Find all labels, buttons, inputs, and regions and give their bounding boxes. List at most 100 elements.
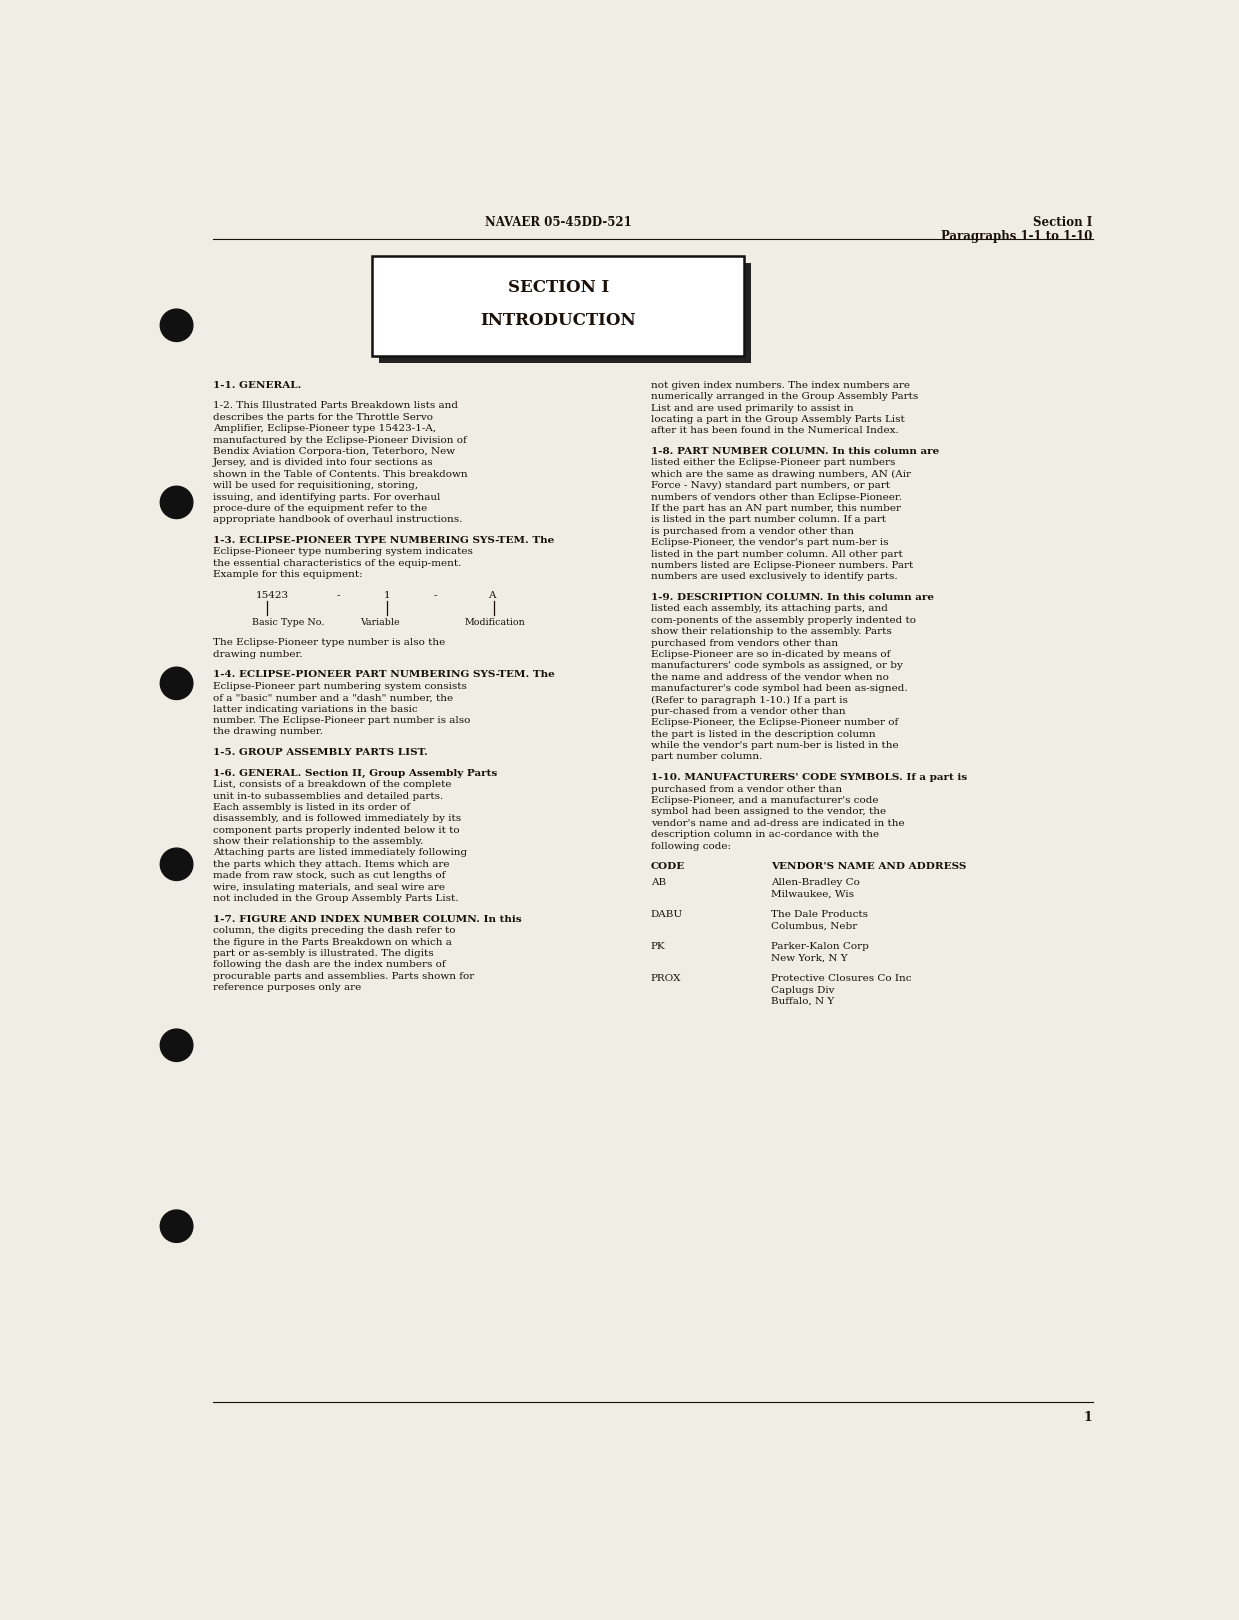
Text: unit in-to subassemblies and detailed parts.: unit in-to subassemblies and detailed pa… [213, 792, 444, 800]
Text: Bendix Aviation Corpora-tion, Teterboro, New: Bendix Aviation Corpora-tion, Teterboro,… [213, 447, 455, 455]
Text: show their relationship to the assembly. Parts: show their relationship to the assembly.… [650, 627, 892, 637]
Text: 1-9. DESCRIPTION COLUMN. In this column are: 1-9. DESCRIPTION COLUMN. In this column … [650, 593, 934, 603]
Text: Parker-Kalon Corp: Parker-Kalon Corp [771, 943, 869, 951]
Text: 15423: 15423 [255, 591, 289, 599]
Text: PROX: PROX [650, 974, 681, 983]
Text: manufactured by the Eclipse-Pioneer Division of: manufactured by the Eclipse-Pioneer Divi… [213, 436, 467, 444]
Text: Eclipse-Pioneer, the Eclipse-Pioneer number of: Eclipse-Pioneer, the Eclipse-Pioneer num… [650, 718, 898, 727]
Text: the name and address of the vendor when no: the name and address of the vendor when … [650, 672, 888, 682]
Text: VENDOR'S NAME AND ADDRESS: VENDOR'S NAME AND ADDRESS [771, 862, 966, 872]
Text: shown in the Table of Contents. This breakdown: shown in the Table of Contents. This bre… [213, 470, 467, 480]
Text: Caplugs Div: Caplugs Div [771, 985, 835, 995]
Circle shape [160, 486, 193, 518]
Text: while the vendor's part num-ber is listed in the: while the vendor's part num-ber is liste… [650, 740, 898, 750]
Text: column, the digits preceding the dash refer to: column, the digits preceding the dash re… [213, 927, 456, 935]
Text: 1-8. PART NUMBER COLUMN. In this column are: 1-8. PART NUMBER COLUMN. In this column … [650, 447, 939, 455]
Text: 1: 1 [1084, 1411, 1093, 1424]
Text: number. The Eclipse-Pioneer part number is also: number. The Eclipse-Pioneer part number … [213, 716, 471, 726]
Text: (Refer to paragraph 1-10.) If a part is: (Refer to paragraph 1-10.) If a part is [650, 695, 847, 705]
Text: procurable parts and assemblies. Parts shown for: procurable parts and assemblies. Parts s… [213, 972, 475, 980]
Text: the figure in the Parts Breakdown on which a: the figure in the Parts Breakdown on whi… [213, 938, 452, 946]
Text: following code:: following code: [650, 841, 731, 850]
Text: description column in ac-cordance with the: description column in ac-cordance with t… [650, 829, 878, 839]
Text: Eclipse-Pioneer part numbering system consists: Eclipse-Pioneer part numbering system co… [213, 682, 467, 690]
Text: The Dale Products: The Dale Products [771, 910, 869, 919]
Text: Variable: Variable [361, 617, 400, 627]
Text: made from raw stock, such as cut lengths of: made from raw stock, such as cut lengths… [213, 872, 445, 880]
Text: of a "basic" number and a "dash" number, the: of a "basic" number and a "dash" number,… [213, 693, 453, 701]
Text: 1-7. FIGURE AND INDEX NUMBER COLUMN. In this: 1-7. FIGURE AND INDEX NUMBER COLUMN. In … [213, 915, 522, 923]
Text: drawing number.: drawing number. [213, 650, 302, 659]
Text: AB: AB [650, 878, 667, 888]
Text: Buffalo, N Y: Buffalo, N Y [771, 996, 834, 1006]
Text: CODE: CODE [650, 862, 685, 872]
Text: disassembly, and is followed immediately by its: disassembly, and is followed immediately… [213, 815, 461, 823]
Text: 1-1. GENERAL.: 1-1. GENERAL. [213, 381, 301, 390]
Text: Section I: Section I [1033, 215, 1093, 228]
Text: Jersey, and is divided into four sections as: Jersey, and is divided into four section… [213, 458, 434, 467]
Text: not given index numbers. The index numbers are: not given index numbers. The index numbe… [650, 381, 909, 390]
Text: If the part has an AN part number, this number: If the part has an AN part number, this … [650, 504, 901, 514]
Text: com-ponents of the assembly properly indented to: com-ponents of the assembly properly ind… [650, 616, 916, 625]
Text: Allen-Bradley Co: Allen-Bradley Co [771, 878, 860, 888]
Text: 1-4. ECLIPSE-PIONEER PART NUMBERING SYS-TEM. The: 1-4. ECLIPSE-PIONEER PART NUMBERING SYS-… [213, 671, 555, 679]
Text: describes the parts for the Throttle Servo: describes the parts for the Throttle Ser… [213, 413, 432, 421]
Text: List, consists of a breakdown of the complete: List, consists of a breakdown of the com… [213, 781, 451, 789]
Text: Each assembly is listed in its order of: Each assembly is listed in its order of [213, 804, 410, 812]
Text: locating a part in the Group Assembly Parts List: locating a part in the Group Assembly Pa… [650, 415, 904, 424]
Text: Protective Closures Co Inc: Protective Closures Co Inc [771, 974, 912, 983]
Text: show their relationship to the assembly.: show their relationship to the assembly. [213, 838, 424, 846]
Text: 1-3. ECLIPSE-PIONEER TYPE NUMBERING SYS-TEM. The: 1-3. ECLIPSE-PIONEER TYPE NUMBERING SYS-… [213, 536, 554, 544]
Text: numbers listed are Eclipse-Pioneer numbers. Part: numbers listed are Eclipse-Pioneer numbe… [650, 561, 913, 570]
Text: Paragraphs 1-1 to 1-10: Paragraphs 1-1 to 1-10 [942, 230, 1093, 243]
Text: the essential characteristics of the equip-ment.: the essential characteristics of the equ… [213, 559, 461, 567]
Text: PK: PK [650, 943, 665, 951]
Text: 1-6. GENERAL. Section II, Group Assembly Parts: 1-6. GENERAL. Section II, Group Assembly… [213, 770, 497, 778]
Text: 1-10. MANUFACTURERS' CODE SYMBOLS. If a part is: 1-10. MANUFACTURERS' CODE SYMBOLS. If a … [650, 773, 966, 782]
FancyBboxPatch shape [379, 262, 751, 363]
Text: listed in the part number column. All other part: listed in the part number column. All ot… [650, 549, 903, 559]
Text: the parts which they attach. Items which are: the parts which they attach. Items which… [213, 860, 450, 868]
Text: is listed in the part number column. If a part: is listed in the part number column. If … [650, 515, 886, 525]
Text: Force - Navy) standard part numbers, or part: Force - Navy) standard part numbers, or … [650, 481, 890, 491]
Text: manufacturers' code symbols as assigned, or by: manufacturers' code symbols as assigned,… [650, 661, 903, 671]
Text: Eclipse-Pioneer, and a manufacturer's code: Eclipse-Pioneer, and a manufacturer's co… [650, 795, 878, 805]
Text: purchased from a vendor other than: purchased from a vendor other than [650, 784, 843, 794]
Text: part or as-sembly is illustrated. The digits: part or as-sembly is illustrated. The di… [213, 949, 434, 957]
Text: The Eclipse-Pioneer type number is also the: The Eclipse-Pioneer type number is also … [213, 638, 445, 648]
Text: DABU: DABU [650, 910, 683, 919]
Text: listed either the Eclipse-Pioneer part numbers: listed either the Eclipse-Pioneer part n… [650, 458, 896, 467]
Text: 1: 1 [384, 591, 390, 599]
Text: proce-dure of the equipment refer to the: proce-dure of the equipment refer to the [213, 504, 427, 514]
Text: wire, insulating materials, and seal wire are: wire, insulating materials, and seal wir… [213, 883, 445, 891]
Text: SECTION I: SECTION I [508, 279, 608, 296]
Text: the part is listed in the description column: the part is listed in the description co… [650, 729, 876, 739]
Text: Eclipse-Pioneer are so in-dicated by means of: Eclipse-Pioneer are so in-dicated by mea… [650, 650, 891, 659]
Text: Eclipse-Pioneer type numbering system indicates: Eclipse-Pioneer type numbering system in… [213, 548, 473, 556]
Circle shape [160, 309, 193, 342]
Text: pur-chased from a vendor other than: pur-chased from a vendor other than [650, 706, 845, 716]
Text: Amplifier, Eclipse-Pioneer type 15423-1-A,: Amplifier, Eclipse-Pioneer type 15423-1-… [213, 424, 436, 433]
Text: symbol had been assigned to the vendor, the: symbol had been assigned to the vendor, … [650, 807, 886, 816]
Text: is purchased from a vendor other than: is purchased from a vendor other than [650, 526, 854, 536]
Text: Basic Type No.: Basic Type No. [252, 617, 325, 627]
Text: will be used for requisitioning, storing,: will be used for requisitioning, storing… [213, 481, 418, 491]
Text: component parts properly indented below it to: component parts properly indented below … [213, 826, 460, 834]
Text: NAVAER 05-45DD-521: NAVAER 05-45DD-521 [484, 215, 632, 228]
Text: Attaching parts are listed immediately following: Attaching parts are listed immediately f… [213, 849, 467, 857]
Text: part number column.: part number column. [650, 753, 762, 761]
Text: New York, N Y: New York, N Y [771, 954, 847, 962]
Text: Milwaukee, Wis: Milwaukee, Wis [771, 889, 854, 899]
Text: appropriate handbook of overhaul instructions.: appropriate handbook of overhaul instruc… [213, 515, 462, 525]
Text: after it has been found in the Numerical Index.: after it has been found in the Numerical… [650, 426, 898, 436]
Text: -: - [434, 591, 437, 599]
Text: Modification: Modification [465, 617, 525, 627]
Text: numbers of vendors other than Eclipse-Pioneer.: numbers of vendors other than Eclipse-Pi… [650, 492, 902, 502]
Text: Example for this equipment:: Example for this equipment: [213, 570, 363, 580]
Circle shape [160, 1210, 193, 1243]
Text: not included in the Group Assembly Parts List.: not included in the Group Assembly Parts… [213, 894, 458, 902]
Text: latter indicating variations in the basic: latter indicating variations in the basi… [213, 705, 418, 714]
Text: Eclipse-Pioneer, the vendor's part num-ber is: Eclipse-Pioneer, the vendor's part num-b… [650, 538, 888, 548]
Text: numerically arranged in the Group Assembly Parts: numerically arranged in the Group Assemb… [650, 392, 918, 402]
Circle shape [160, 1029, 193, 1061]
